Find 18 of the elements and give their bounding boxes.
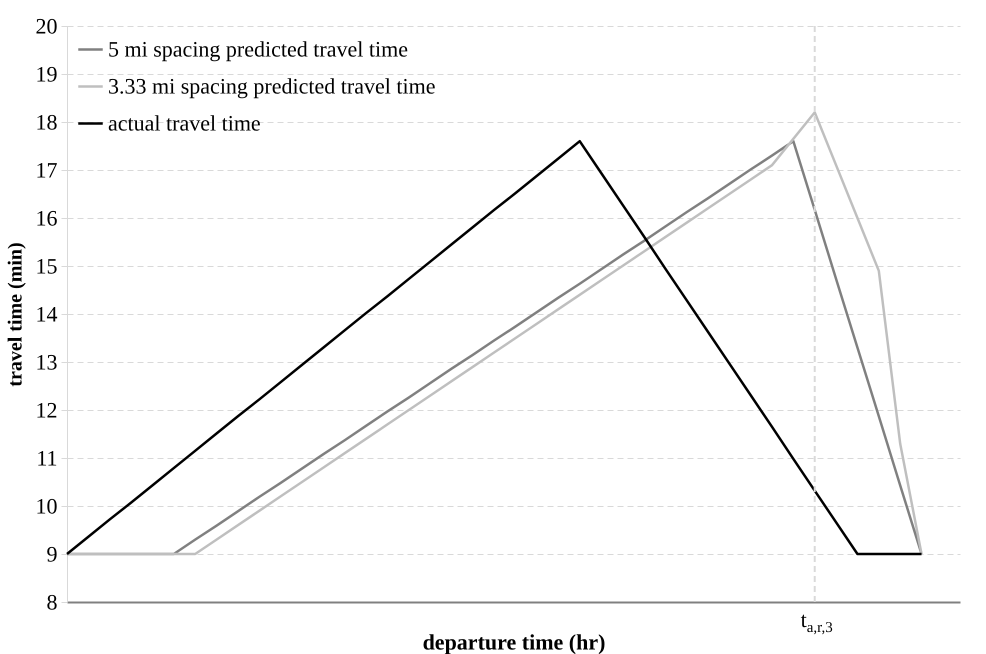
y-tick-label: 17 bbox=[36, 158, 58, 182]
y-tick-label: 8 bbox=[46, 590, 58, 614]
legend-label: 5 mi spacing predicted travel time bbox=[108, 36, 408, 62]
y-tick-label: 12 bbox=[36, 398, 58, 422]
legend-label: actual travel time bbox=[108, 110, 261, 136]
y-tick-label: 11 bbox=[36, 446, 58, 470]
y-tick-label: 18 bbox=[36, 110, 58, 134]
y-tick-label: 10 bbox=[36, 494, 58, 518]
y-tick-label: 9 bbox=[46, 542, 58, 566]
y-tick-label: 15 bbox=[36, 254, 58, 278]
y-tick-label: 19 bbox=[36, 62, 58, 86]
y-tick-label: 20 bbox=[36, 14, 58, 38]
y-axis-title: travel time (min) bbox=[4, 242, 26, 387]
x-axis-title: departure time (hr) bbox=[422, 630, 606, 654]
legend-label: 3.33 mi spacing predicted travel time bbox=[108, 74, 436, 98]
y-tick-label: 13 bbox=[36, 350, 58, 374]
y-tick-label: 14 bbox=[36, 302, 58, 326]
y-tick-label: 16 bbox=[36, 206, 58, 230]
